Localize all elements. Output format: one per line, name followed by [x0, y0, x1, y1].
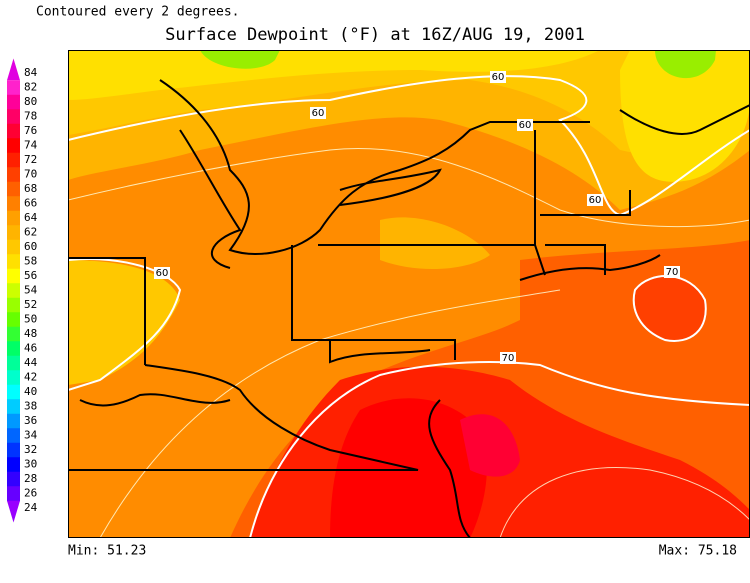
colorbar-swatch [7, 486, 20, 502]
contour-label-bg [587, 194, 603, 206]
contour-label-bg [664, 266, 680, 278]
colorbar-swatch [7, 138, 20, 154]
colorbar-swatch [7, 370, 20, 386]
colorbar-label: 72 [24, 153, 37, 166]
colorbar-label: 38 [24, 400, 37, 413]
colorbar-swatch [7, 442, 20, 458]
contour-label-bg [500, 352, 516, 364]
region-58 [68, 50, 600, 100]
colorbar-swatch [7, 384, 20, 400]
colorbar-swatch [7, 355, 20, 371]
colorbar-swatch [7, 123, 20, 139]
colorbar-label: 44 [24, 356, 38, 369]
contour-label-bg [310, 107, 326, 119]
contour-label-bg [517, 119, 533, 131]
note: Contoured every 2 degrees. [36, 5, 240, 20]
contour-label: 70 [666, 267, 679, 278]
colorbar-swatch [7, 225, 20, 241]
colorbar-swatch [7, 152, 20, 168]
region-52 [200, 50, 716, 79]
colorbar-label: 42 [24, 371, 37, 384]
colorbar-label: 74 [24, 139, 38, 152]
contour-label: 60 [589, 195, 602, 206]
colorbar-swatch [7, 312, 20, 328]
colorbar-swatch [7, 428, 20, 444]
colorbar-swatch [7, 109, 20, 125]
contour-label: 60 [156, 268, 169, 279]
colorbar-label: 34 [24, 429, 38, 442]
colorbar-label: 66 [24, 197, 37, 210]
colorbar-swatch [7, 196, 20, 212]
colorbar-label: 26 [24, 487, 37, 500]
colorbar-label: 70 [24, 168, 37, 181]
colorbar-swatch [7, 399, 20, 415]
colorbar-tip [7, 500, 20, 523]
colorbar-label: 76 [24, 124, 37, 137]
colorbar-swatch [7, 341, 20, 357]
colorbar-label: 46 [24, 342, 37, 355]
colorbar-swatch [7, 413, 20, 429]
colorbar-swatch [7, 254, 20, 270]
colorbar-label: 30 [24, 458, 37, 471]
colorbar-label: 62 [24, 226, 37, 239]
colorbar-label: 68 [24, 182, 37, 195]
colorbar-swatch [7, 457, 20, 473]
colorbar-label: 60 [24, 240, 37, 253]
colorbar-swatch [7, 297, 20, 313]
colorbar-swatch [7, 210, 20, 226]
colorbar-label: 50 [24, 313, 37, 326]
colorbar-swatch [7, 80, 20, 96]
colorbar-label: 84 [24, 66, 38, 79]
colorbar-label: 64 [24, 211, 38, 224]
colorbar-swatch [7, 94, 20, 110]
colorbar-label: 78 [24, 110, 37, 123]
colorbar-swatch [7, 268, 20, 284]
colorbar-label: 40 [24, 385, 37, 398]
colorbar-tip [7, 58, 20, 81]
min-label: Min: 51.23 [68, 544, 146, 559]
contour-label-bg [490, 71, 506, 83]
colorbar-label: 28 [24, 472, 37, 485]
region-58b [620, 50, 750, 182]
region-62c [380, 217, 490, 270]
colorbar-swatch [7, 167, 20, 183]
colorbar-swatch [7, 239, 20, 255]
colorbar-swatch [7, 283, 20, 299]
contour-label: 60 [492, 72, 505, 83]
colorbar-label: 58 [24, 255, 37, 268]
boundaries [68, 79, 750, 538]
colorbar-label: 82 [24, 81, 37, 94]
contour-label: 60 [519, 120, 532, 131]
colorbar-label: 32 [24, 443, 37, 456]
region-76 [460, 414, 520, 477]
colorbar-swatch [7, 326, 20, 342]
contour-label-bg [154, 267, 170, 279]
colorbar-label: 48 [24, 327, 37, 340]
colorbar-label: 52 [24, 298, 37, 311]
contour-label: 70 [502, 353, 515, 364]
map [68, 50, 750, 538]
contour-label: 60 [312, 108, 325, 119]
colorbar-swatch [7, 471, 20, 487]
max-label: Max: 75.18 [659, 544, 737, 559]
region-60c [68, 260, 180, 385]
colorbar-label: 54 [24, 284, 38, 297]
title: Surface Dewpoint (°F) at 16Z/AUG 19, 200… [165, 25, 585, 45]
colorbar-label: 24 [24, 501, 38, 514]
colorbar-swatch [7, 181, 20, 197]
colorbar-label: 56 [24, 269, 37, 282]
colorbar-label: 36 [24, 414, 37, 427]
colorbar-label: 80 [24, 95, 37, 108]
